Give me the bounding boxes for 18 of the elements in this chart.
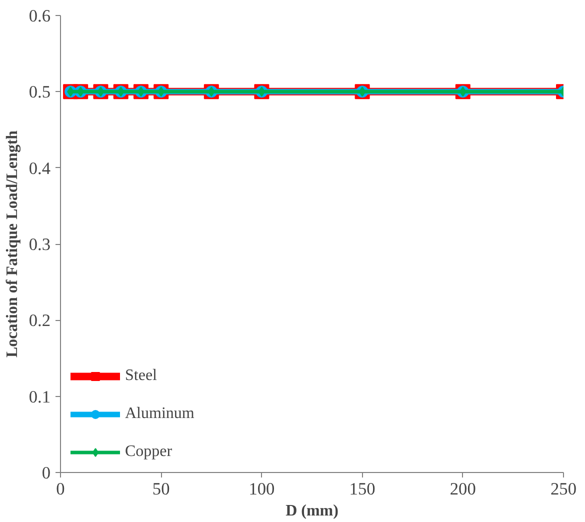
y-tick-label: 0.3 <box>28 235 51 254</box>
y-tick-label: 0.6 <box>28 6 51 26</box>
y-tick-label: 0.4 <box>28 158 51 178</box>
x-tick-label: 150 <box>349 480 376 498</box>
x-tick-label: 200 <box>450 480 476 498</box>
x-tick-label: 100 <box>248 480 275 498</box>
y-axis-title: Location of Fatique Load/Length <box>4 130 21 358</box>
legend-label: Copper <box>125 442 172 462</box>
x-tick-label: 0 <box>56 480 65 498</box>
x-tick-label: 50 <box>152 480 170 498</box>
x-axis-title: D (mm) <box>286 502 338 520</box>
y-tick-label: 0.5 <box>28 82 51 102</box>
y-tick-label: 0 <box>42 464 51 482</box>
legend-label: Aluminum <box>125 404 194 424</box>
x-tick-label: 250 <box>550 480 577 498</box>
y-tick-label: 0.1 <box>28 387 51 406</box>
y-tick-label: 0.2 <box>28 311 51 330</box>
legend-label: Steel <box>125 366 157 386</box>
